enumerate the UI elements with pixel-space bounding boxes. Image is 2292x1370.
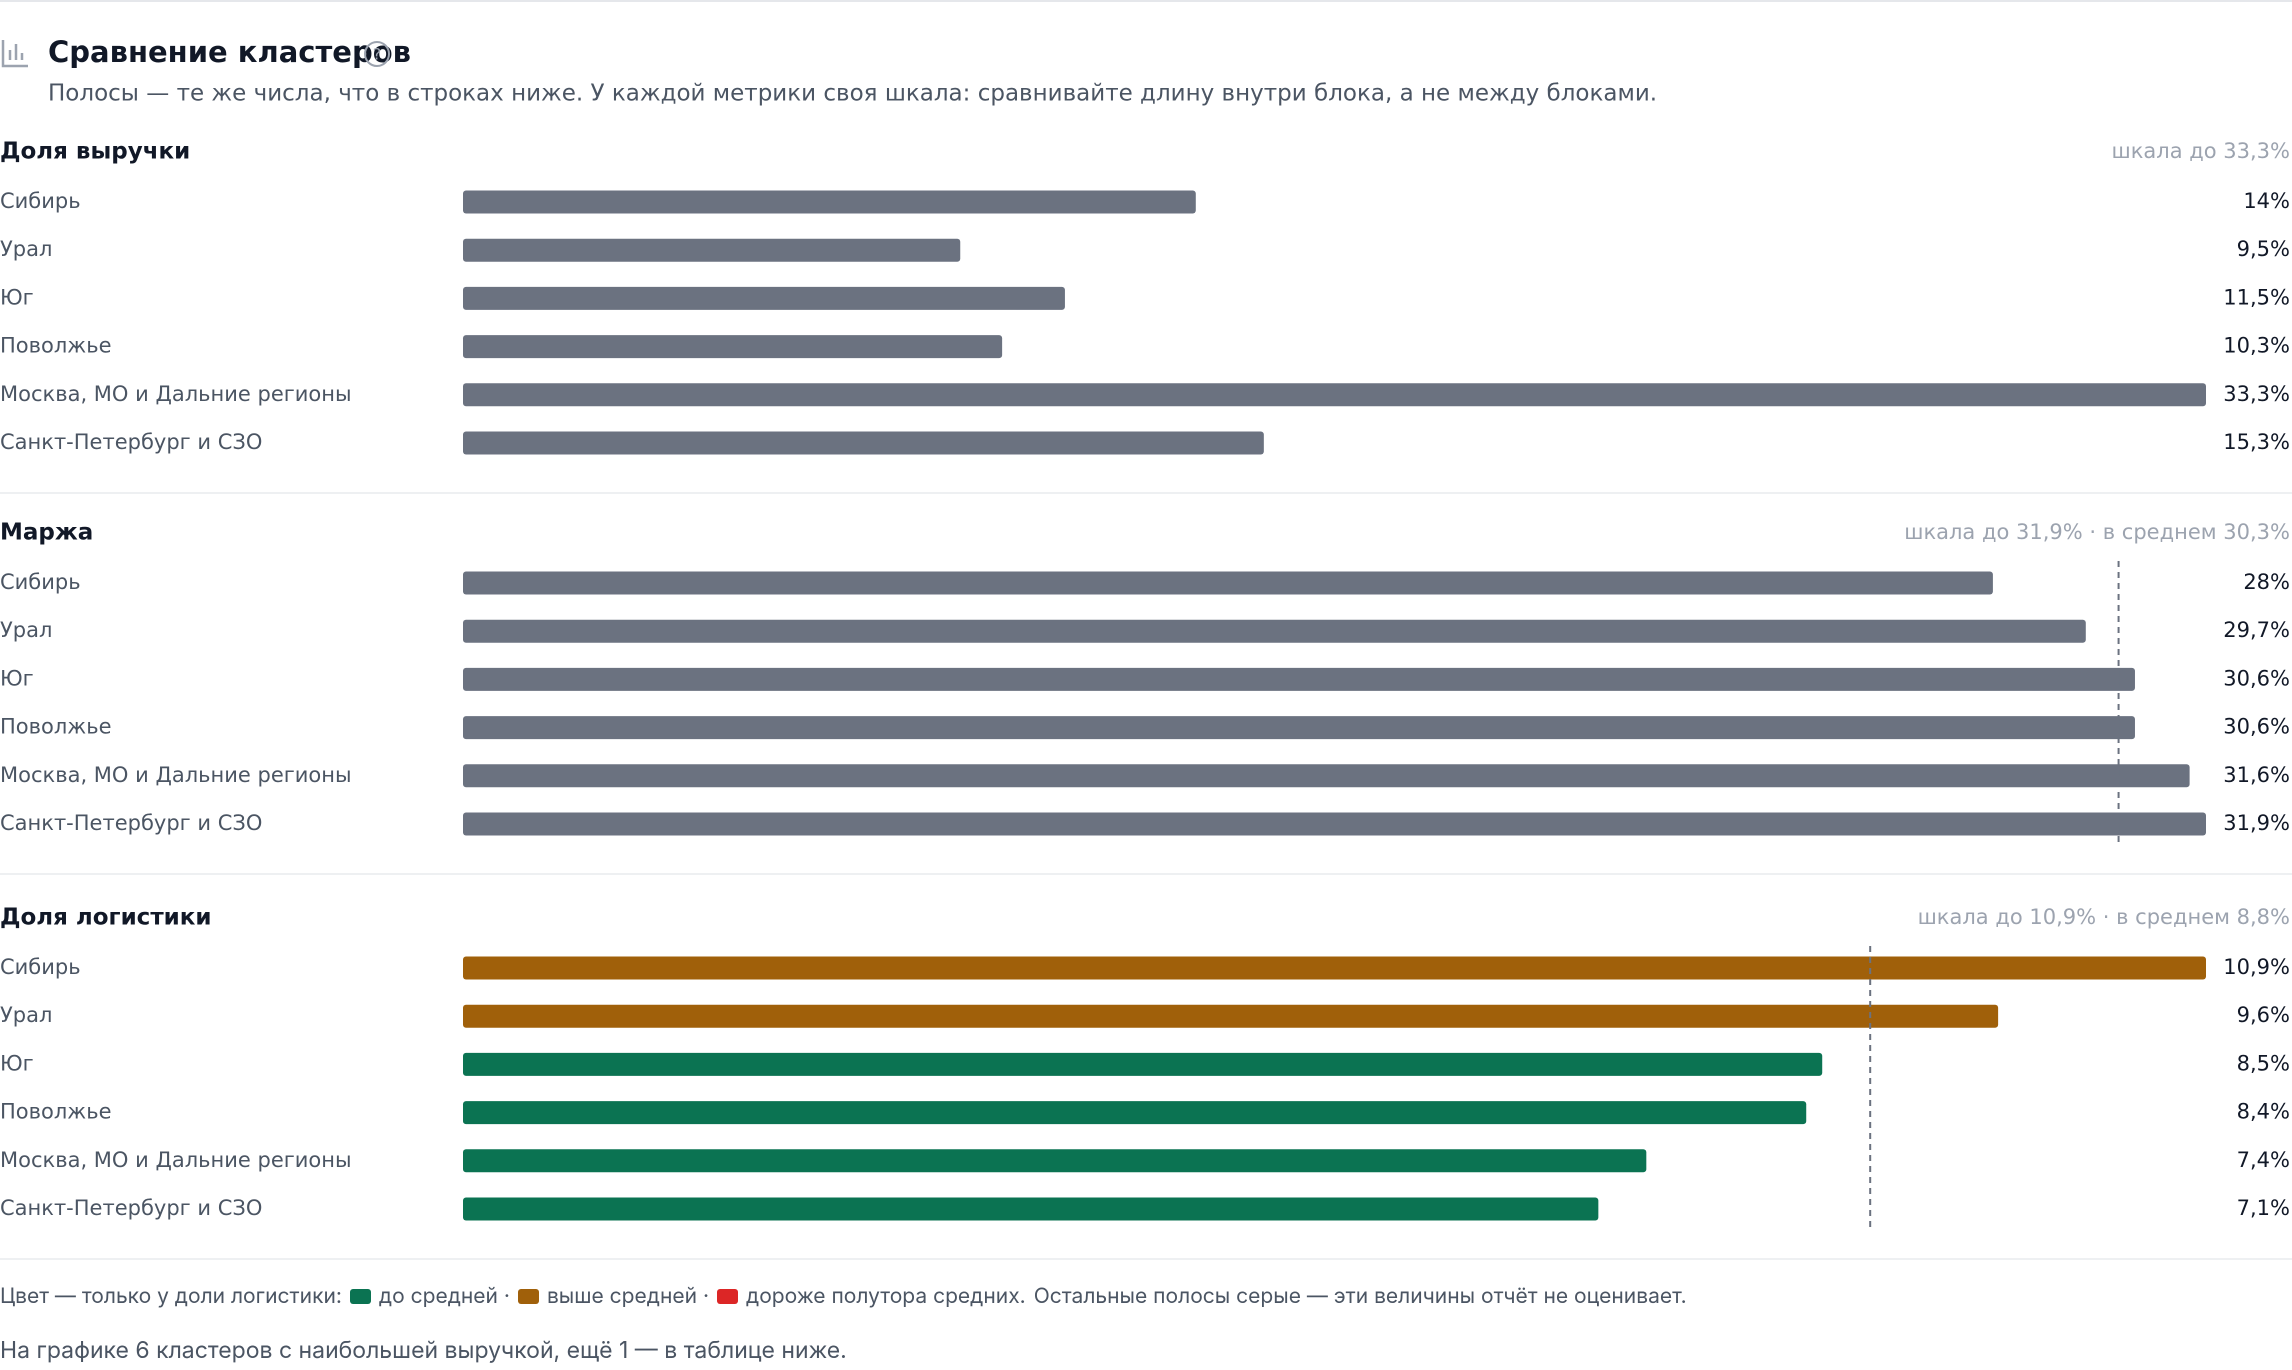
value-label: 31,9% bbox=[2223, 811, 2290, 835]
scale-note: шкала до 31,9% · в среднем 30,3% bbox=[1904, 520, 2290, 544]
value-label: 8,4% bbox=[2237, 1100, 2290, 1124]
block-title: Доля логистики bbox=[0, 905, 212, 931]
category-label: Москва, МО и Дальние регионы bbox=[0, 763, 352, 787]
bar bbox=[463, 764, 2190, 788]
category-label: Поволжье bbox=[0, 715, 112, 739]
bar bbox=[463, 716, 2135, 740]
block-title: Маржа bbox=[0, 520, 93, 546]
bar bbox=[463, 956, 2206, 980]
category-label: Сибирь bbox=[0, 955, 81, 979]
bar bbox=[463, 383, 2206, 407]
value-label: 33,3% bbox=[2223, 382, 2290, 406]
bar bbox=[463, 335, 1003, 359]
bar bbox=[463, 238, 961, 262]
category-label: Санкт-Петербург и СЗО bbox=[0, 811, 262, 835]
value-label: 10,9% bbox=[2223, 955, 2290, 979]
page-subtitle: Полосы — те же числа, что в строках ниже… bbox=[48, 81, 1657, 107]
category-label: Санкт-Петербург и СЗО bbox=[0, 430, 262, 454]
category-label: Урал bbox=[0, 618, 52, 642]
value-label: 30,6% bbox=[2223, 715, 2290, 739]
bar bbox=[463, 667, 2135, 691]
category-label: Урал bbox=[0, 237, 52, 261]
svg-text:?: ? bbox=[373, 45, 382, 64]
category-label: Урал bbox=[0, 1003, 52, 1027]
value-label: 9,6% bbox=[2237, 1003, 2290, 1027]
bar bbox=[463, 1101, 1807, 1125]
bar bbox=[463, 286, 1065, 310]
category-label: Сибирь bbox=[0, 570, 81, 594]
bar bbox=[463, 619, 2086, 643]
legend-swatch bbox=[349, 1289, 371, 1304]
bar bbox=[463, 571, 1993, 595]
legend-label: дороже полутора средних. bbox=[746, 1284, 1026, 1309]
bar bbox=[463, 812, 2206, 836]
scale-note: шкала до 33,3% bbox=[2112, 139, 2291, 163]
value-label: 14% bbox=[2243, 189, 2290, 213]
category-label: Поволжье bbox=[0, 334, 112, 358]
legend-label: до средней · bbox=[378, 1284, 510, 1309]
category-label: Юг bbox=[0, 285, 34, 309]
value-label: 10,3% bbox=[2223, 334, 2290, 358]
bar bbox=[463, 1004, 1999, 1028]
value-label: 7,4% bbox=[2237, 1148, 2290, 1172]
bar bbox=[463, 1052, 1823, 1076]
value-label: 7,1% bbox=[2237, 1196, 2290, 1220]
category-label: Сибирь bbox=[0, 189, 81, 213]
value-label: 31,6% bbox=[2223, 763, 2290, 787]
value-label: 8,5% bbox=[2237, 1051, 2290, 1075]
value-label: 15,3% bbox=[2223, 430, 2290, 454]
legend-swatch bbox=[717, 1289, 739, 1304]
legend-prefix: Цвет — только у доли логистики: bbox=[0, 1284, 342, 1309]
value-label: 30,6% bbox=[2223, 666, 2290, 690]
category-label: Санкт-Петербург и СЗО bbox=[0, 1196, 262, 1220]
footer-note: На графике 6 кластеров с наибольшей выру… bbox=[0, 1336, 847, 1364]
value-label: 9,5% bbox=[2237, 237, 2290, 261]
category-label: Москва, МО и Дальние регионы bbox=[0, 382, 352, 406]
help-icon[interactable]: ? bbox=[364, 41, 390, 67]
category-label: Юг bbox=[0, 666, 34, 690]
bar bbox=[463, 1197, 1599, 1221]
chart: Сравнение кластеров ? Полосы — те же чис… bbox=[0, 0, 2292, 1260]
chart-icon bbox=[1, 40, 28, 68]
block-title: Доля выручки bbox=[0, 139, 190, 165]
category-label: Москва, МО и Дальние регионы bbox=[0, 1148, 352, 1172]
bar bbox=[463, 1149, 1647, 1173]
legend-suffix: Остальные полосы серые — эти величины от… bbox=[1033, 1284, 1687, 1309]
bar bbox=[463, 431, 1264, 455]
scale-note: шкала до 10,9% · в среднем 8,8% bbox=[1918, 905, 2290, 929]
legend-swatch bbox=[517, 1289, 539, 1304]
value-label: 11,5% bbox=[2223, 285, 2290, 309]
bar bbox=[463, 190, 1196, 214]
page-title: Сравнение кластеров bbox=[48, 35, 411, 69]
legend: Цвет — только у доли логистики: до средне… bbox=[0, 1284, 1687, 1309]
legend-label: выше средней · bbox=[546, 1284, 710, 1309]
category-label: Поволжье bbox=[0, 1100, 112, 1124]
value-label: 29,7% bbox=[2223, 618, 2290, 642]
value-label: 28% bbox=[2243, 570, 2290, 594]
category-label: Юг bbox=[0, 1051, 34, 1075]
